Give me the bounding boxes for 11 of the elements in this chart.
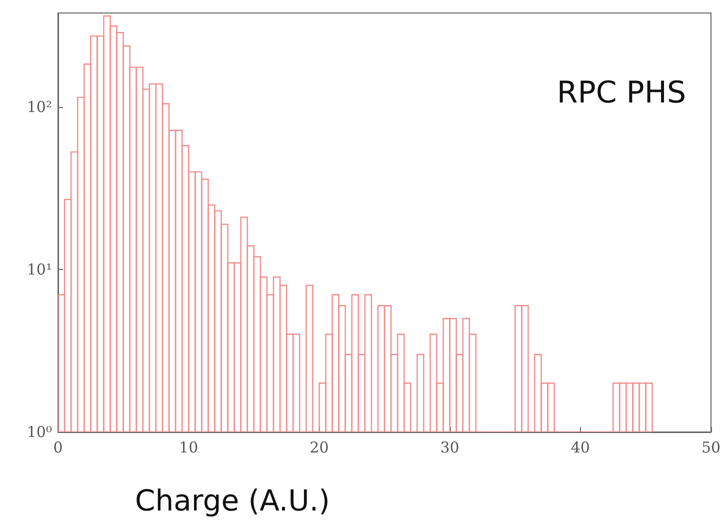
- x-tick-label: 10: [179, 438, 198, 456]
- x-tick-label: 50: [701, 438, 721, 456]
- x-axis-title: Charge (A.U.): [135, 484, 330, 518]
- x-tick-label: 30: [440, 438, 460, 456]
- x-tick-label: 0: [53, 438, 63, 456]
- y-tick-label: 10²: [26, 98, 52, 116]
- annotation: RPC PHS: [556, 76, 686, 110]
- x-tick-label: 40: [570, 438, 590, 456]
- y-tick-label: 10¹: [26, 260, 52, 279]
- x-tick-label: 20: [310, 438, 329, 456]
- y-tick-label: 10⁰: [26, 423, 52, 441]
